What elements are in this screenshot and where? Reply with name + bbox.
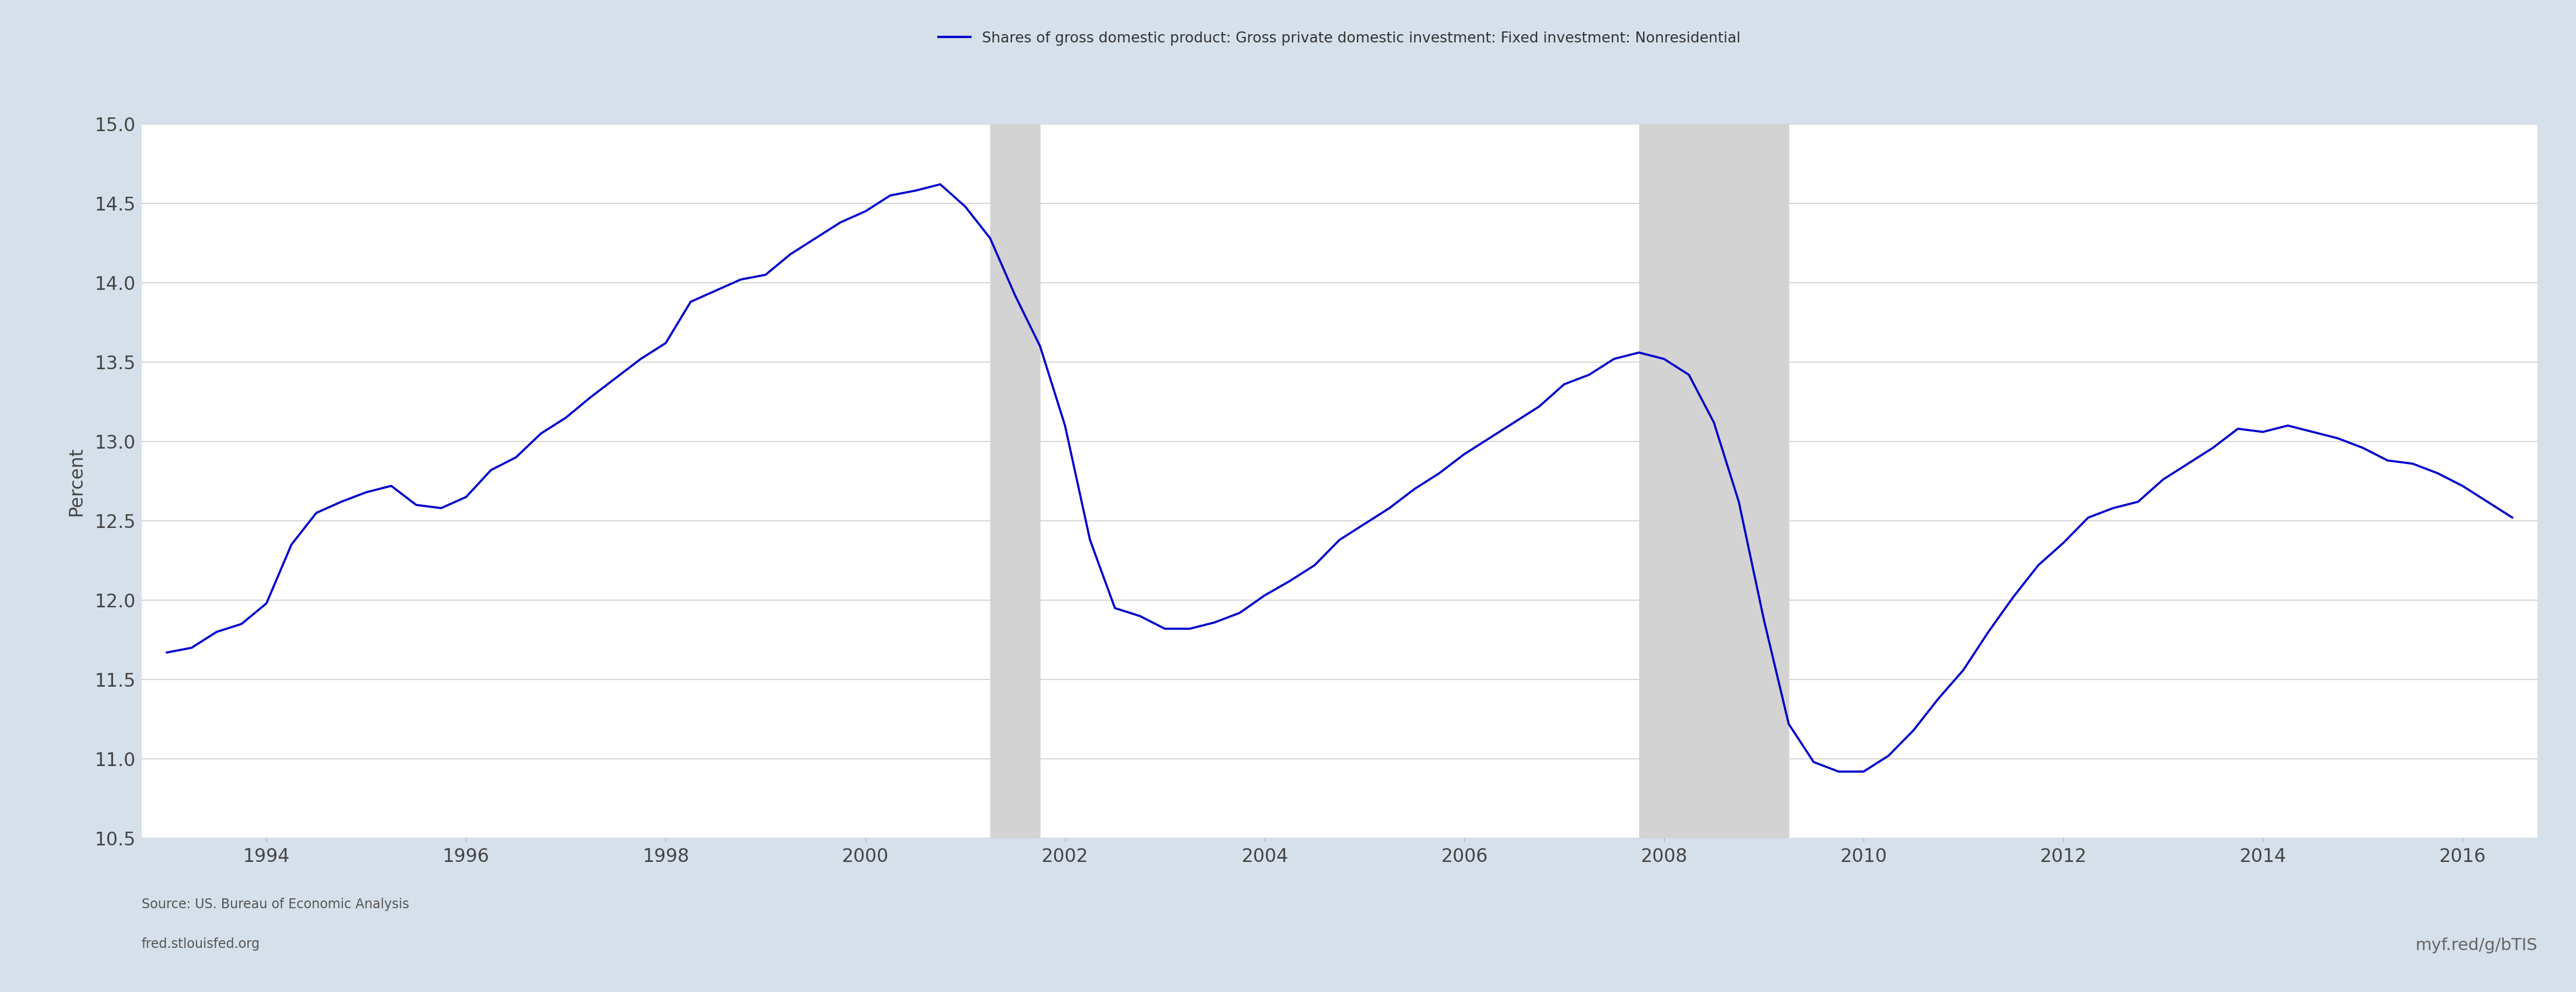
Y-axis label: Percent: Percent — [67, 446, 85, 516]
Text: myf.red/g/bTIS: myf.red/g/bTIS — [2416, 937, 2537, 953]
Bar — [989, 124, 1041, 838]
Bar — [1638, 124, 1788, 838]
Text: Source: US. Bureau of Economic Analysis: Source: US. Bureau of Economic Analysis — [142, 898, 410, 911]
Legend: Shares of gross domestic product: Gross private domestic investment: Fixed inves: Shares of gross domestic product: Gross … — [938, 32, 1741, 46]
Text: fred.stlouisfed.org: fred.stlouisfed.org — [142, 937, 260, 950]
